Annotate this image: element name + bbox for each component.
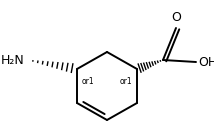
Text: OH: OH: [198, 55, 214, 68]
Text: or1: or1: [82, 77, 95, 86]
Text: H₂N: H₂N: [1, 53, 25, 66]
Text: O: O: [171, 11, 181, 24]
Text: or1: or1: [119, 77, 132, 86]
